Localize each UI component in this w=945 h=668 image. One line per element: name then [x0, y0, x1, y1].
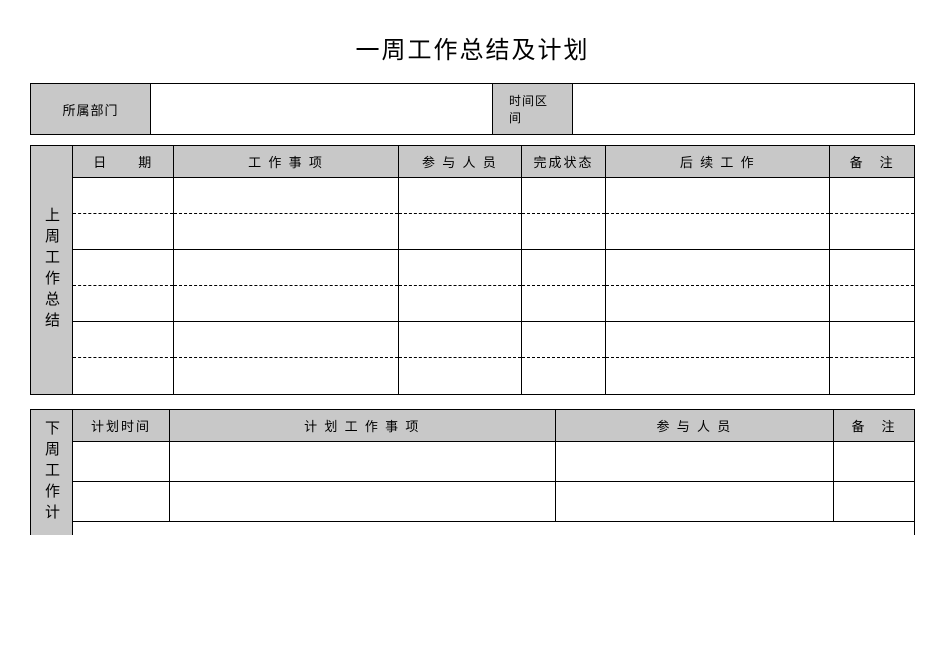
summary-table: 日 期 工 作 事 项 参 与 人 员 完成状态 后 续 工 作 备 注 [73, 146, 914, 394]
table-cell[interactable] [522, 250, 606, 286]
table-cell[interactable] [606, 286, 830, 322]
table-cell[interactable] [830, 178, 914, 214]
table-cell[interactable] [522, 178, 606, 214]
plan-body: 计划时间 计 划 工 作 事 项 参 与 人 员 备 注 [72, 409, 915, 535]
table-cell[interactable] [606, 214, 830, 250]
col-date: 日 期 [73, 146, 174, 178]
table-cell[interactable] [73, 214, 174, 250]
table-cell[interactable] [174, 286, 398, 322]
table-cell[interactable] [398, 178, 521, 214]
table-cell[interactable] [522, 286, 606, 322]
table-cell[interactable] [830, 322, 914, 358]
table-cell[interactable] [73, 358, 174, 394]
col-task: 工 作 事 项 [174, 146, 398, 178]
col-plan-people: 参 与 人 员 [555, 410, 834, 442]
time-label: 时间区间 [493, 84, 573, 134]
table-cell[interactable] [174, 322, 398, 358]
table-cell[interactable] [398, 214, 521, 250]
table-cell[interactable] [398, 286, 521, 322]
table-cell[interactable] [174, 250, 398, 286]
table-cell[interactable] [174, 214, 398, 250]
col-people: 参 与 人 员 [398, 146, 521, 178]
table-cell[interactable] [73, 322, 174, 358]
col-plan-task: 计 划 工 作 事 项 [169, 410, 555, 442]
table-cell[interactable] [174, 178, 398, 214]
dept-value[interactable] [151, 84, 493, 134]
summary-section: 上周工作总结 日 期 工 作 事 项 参 与 人 员 完成状态 后 续 工 作 … [30, 145, 915, 395]
table-cell[interactable] [169, 441, 555, 481]
table-cell[interactable] [830, 250, 914, 286]
table-cell[interactable] [169, 481, 555, 521]
col-remark: 备 注 [830, 146, 914, 178]
col-plan-remark: 备 注 [834, 410, 914, 442]
table-cell[interactable] [398, 250, 521, 286]
plan-section: 下周工作计 计划时间 计 划 工 作 事 项 参 与 人 员 备 注 [30, 409, 915, 535]
table-cell[interactable] [73, 286, 174, 322]
col-status: 完成状态 [522, 146, 606, 178]
dept-label: 所属部门 [31, 84, 151, 134]
table-cell[interactable] [73, 481, 169, 521]
table-cell[interactable] [73, 441, 169, 481]
table-cell[interactable] [73, 250, 174, 286]
table-cell[interactable] [522, 358, 606, 394]
table-cell[interactable] [522, 214, 606, 250]
table-cell[interactable] [555, 441, 834, 481]
table-cell[interactable] [834, 481, 914, 521]
table-cell[interactable] [834, 441, 914, 481]
table-cell[interactable] [606, 178, 830, 214]
table-cell[interactable] [606, 358, 830, 394]
col-plan-time: 计划时间 [73, 410, 169, 442]
table-cell[interactable] [830, 286, 914, 322]
table-cell[interactable] [522, 322, 606, 358]
meta-row: 所属部门 时间区间 [30, 83, 915, 135]
table-cell[interactable] [398, 358, 521, 394]
page-title: 一周工作总结及计划 [30, 30, 915, 65]
time-value[interactable] [573, 84, 914, 134]
table-cell[interactable] [606, 322, 830, 358]
table-cell[interactable] [73, 178, 174, 214]
plan-side-label: 下周工作计 [30, 409, 72, 535]
table-cell[interactable] [606, 250, 830, 286]
plan-table: 计划时间 计 划 工 作 事 项 参 与 人 员 备 注 [73, 410, 914, 522]
summary-body: 日 期 工 作 事 项 参 与 人 员 完成状态 后 续 工 作 备 注 [72, 145, 915, 395]
col-followup: 后 续 工 作 [606, 146, 830, 178]
table-cell[interactable] [830, 358, 914, 394]
summary-side-label: 上周工作总结 [30, 145, 72, 395]
table-cell[interactable] [398, 322, 521, 358]
table-cell[interactable] [555, 481, 834, 521]
table-cell[interactable] [174, 358, 398, 394]
table-cell[interactable] [830, 214, 914, 250]
